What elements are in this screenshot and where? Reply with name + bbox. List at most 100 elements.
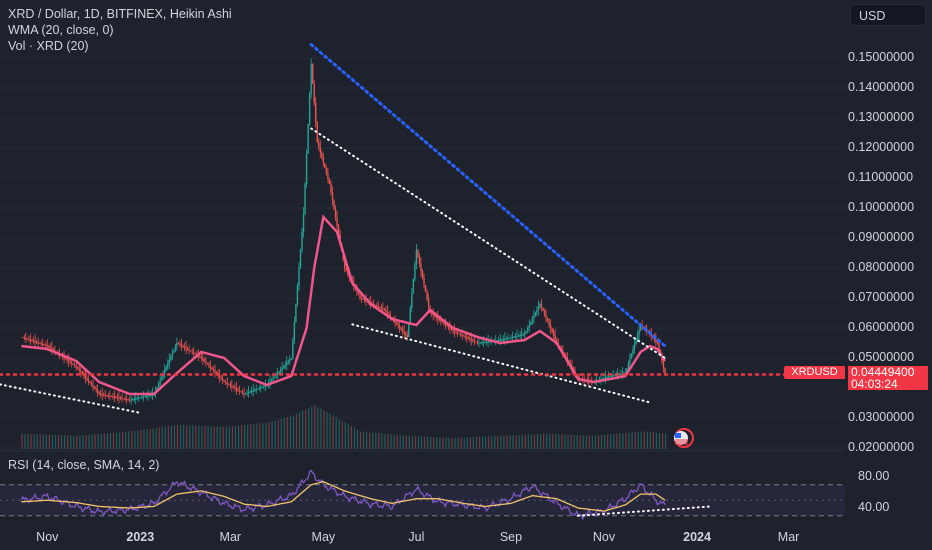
- volume-bar: [509, 435, 511, 449]
- candle-body: [32, 340, 35, 342]
- legend-wma: WMA (20, close, 0): [8, 23, 114, 37]
- volume-bar: [51, 434, 54, 449]
- candle-body: [549, 325, 552, 329]
- candle-body: [86, 377, 88, 380]
- time-axis-label: 2023: [126, 530, 155, 544]
- candle-body: [455, 331, 457, 333]
- candle-body: [284, 364, 286, 367]
- volume-bar: [256, 423, 258, 449]
- legend-title: XRD / Dollar, 1D, BITFINEX, Heikin Ashi: [8, 7, 232, 21]
- volume-bar: [240, 425, 243, 449]
- candle-body: [240, 391, 242, 393]
- candle-body: [64, 358, 67, 360]
- currency-button[interactable]: USD: [850, 4, 926, 26]
- volume-bar: [634, 431, 636, 449]
- candle-body: [80, 370, 82, 373]
- candle-body: [441, 321, 444, 323]
- candle-body: [347, 271, 349, 274]
- candle-body: [84, 376, 87, 378]
- candle-body: [275, 374, 277, 377]
- candle-body: [345, 268, 347, 271]
- candle-body: [109, 395, 111, 397]
- volume-bar: [30, 433, 32, 449]
- volume-bar: [372, 432, 374, 449]
- volume-bar: [54, 434, 57, 449]
- candle-body: [424, 285, 427, 292]
- candle-body: [504, 338, 506, 340]
- candle-body: [104, 394, 106, 396]
- candle-body: [218, 375, 221, 378]
- candle-body: [456, 332, 459, 334]
- candle-body: [269, 381, 271, 384]
- volume-bar: [210, 426, 212, 449]
- candle-body: [481, 342, 483, 344]
- candle-body: [610, 375, 613, 377]
- candle-body: [417, 250, 419, 257]
- candle-body: [171, 353, 174, 357]
- candle-body: [289, 359, 291, 362]
- candle-body: [63, 357, 65, 359]
- candle-body: [35, 341, 38, 343]
- candle-body: [128, 399, 131, 401]
- candle-body: [209, 366, 212, 368]
- candle-body: [388, 313, 390, 316]
- volume-bar: [128, 431, 130, 449]
- candle-body: [81, 372, 84, 375]
- candle-body: [466, 337, 468, 338]
- candle-body: [496, 340, 498, 342]
- candle-body: [139, 397, 142, 399]
- candle-body: [180, 344, 183, 346]
- candle-body: [400, 328, 402, 330]
- volume-bar: [463, 437, 465, 449]
- time-axis-label: Jul: [408, 530, 425, 544]
- candle-body: [48, 346, 50, 348]
- candle-body: [406, 335, 408, 337]
- candle-body: [409, 308, 411, 323]
- candle-body: [235, 388, 238, 390]
- volume-bar: [88, 434, 90, 449]
- volume-bar: [225, 426, 227, 449]
- volume-bar: [564, 434, 566, 449]
- candle-body: [613, 375, 616, 377]
- volume-bar: [253, 424, 255, 449]
- volume-bar: [420, 436, 423, 449]
- candle-body: [499, 340, 501, 341]
- time-axis-label: Sep: [499, 530, 523, 544]
- candle-body: [243, 393, 245, 395]
- candle-body: [148, 395, 151, 397]
- candle-body: [421, 271, 424, 278]
- volume-bar: [161, 426, 163, 449]
- volume-bar: [311, 406, 313, 449]
- candle-body: [462, 335, 465, 337]
- candle-body: [199, 356, 201, 358]
- volume-bar: [539, 433, 542, 449]
- candle-body: [447, 326, 450, 328]
- volume-bar: [613, 433, 615, 449]
- candle-body: [501, 339, 503, 341]
- candle-body: [202, 358, 204, 360]
- candle-body: [315, 103, 317, 123]
- candle-body: [264, 385, 267, 387]
- candle-body: [237, 389, 239, 391]
- volume-bar: [399, 435, 401, 449]
- volume-bar: [393, 434, 395, 449]
- candle-body: [461, 334, 463, 336]
- volume-bar: [320, 408, 322, 449]
- candle-body: [336, 217, 338, 226]
- rsi-divergence-line: [577, 505, 712, 517]
- volume-bar: [97, 434, 99, 449]
- volume-bar: [24, 433, 26, 449]
- volume-bar: [585, 435, 587, 449]
- candle-body: [66, 359, 68, 361]
- volume-bar: [607, 434, 609, 449]
- candle-body: [286, 363, 288, 365]
- candle-body: [453, 331, 456, 332]
- price-axis-label: 0.07000000: [848, 290, 915, 304]
- volume-bar: [283, 418, 285, 449]
- candle-body: [458, 333, 460, 335]
- volume-bar: [61, 435, 63, 449]
- volume-bar: [186, 425, 188, 449]
- volume-bar: [67, 435, 69, 449]
- candle-body: [449, 327, 451, 329]
